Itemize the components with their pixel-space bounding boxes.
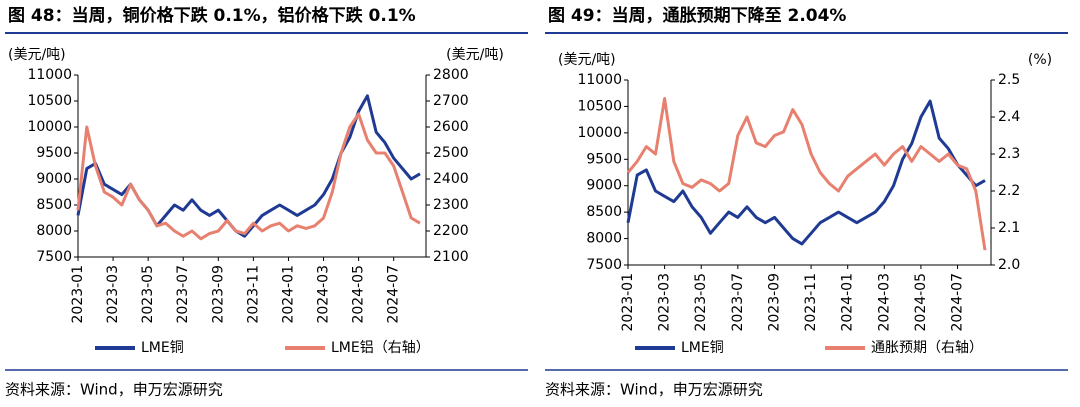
y-axis-label: (美元/吨) bbox=[8, 47, 66, 63]
y2-tick-label: 2600 bbox=[433, 119, 469, 135]
x-tick-label: 2023-11 bbox=[803, 273, 819, 332]
x-tick-label: 2023-03 bbox=[105, 265, 121, 324]
series-line bbox=[626, 99, 986, 246]
y2-tick-label: 2800 bbox=[433, 67, 469, 83]
chart-title: 图 49：当周，通胀预期下降至 2.04% bbox=[548, 5, 846, 26]
x-tick-label: 2024-05 bbox=[351, 265, 367, 324]
x-tick-label: 2024-07 bbox=[386, 265, 402, 324]
y2-tick-label: 2100 bbox=[433, 249, 469, 265]
y-tick-label: 8000 bbox=[36, 223, 72, 239]
y2-tick-label: 2700 bbox=[433, 93, 469, 109]
series-line bbox=[76, 112, 421, 241]
y-tick-label: 9500 bbox=[36, 145, 72, 161]
y2-tick-label: 2500 bbox=[433, 145, 469, 161]
chart-title: 图 48：当周，铜价格下跌 0.1%，铝价格下跌 0.1% bbox=[8, 5, 416, 26]
legend-label: 通胀预期（右轴） bbox=[871, 340, 983, 356]
y2-tick-label: 2.0 bbox=[998, 257, 1020, 273]
x-tick-label: 2023-01 bbox=[70, 265, 86, 324]
y-tick-label: 11000 bbox=[27, 67, 72, 83]
y-tick-label: 8500 bbox=[586, 204, 622, 220]
y2-tick-label: 2.1 bbox=[998, 220, 1020, 236]
y2-axis-label: (%) bbox=[1028, 52, 1052, 68]
source: 资料来源：Wind，申万宏源研究 bbox=[545, 381, 763, 399]
x-tick-label: 2024-05 bbox=[913, 273, 929, 332]
y2-tick-label: 2400 bbox=[433, 171, 469, 187]
series-line bbox=[76, 94, 421, 238]
legend-label: LME铜 bbox=[681, 340, 724, 356]
x-tick-label: 2023-09 bbox=[210, 265, 226, 324]
y-tick-label: 10000 bbox=[27, 119, 72, 135]
y-tick-label: 8000 bbox=[586, 231, 622, 247]
x-tick-label: 2024-01 bbox=[280, 265, 296, 324]
y-tick-label: 9000 bbox=[36, 171, 72, 187]
y-tick-label: 7500 bbox=[36, 249, 72, 265]
y-tick-label: 10000 bbox=[577, 125, 622, 141]
x-tick-label: 2024-03 bbox=[876, 273, 892, 332]
y2-tick-label: 2.4 bbox=[998, 109, 1020, 125]
y-tick-label: 8500 bbox=[36, 197, 72, 213]
source: 资料来源：Wind，申万宏源研究 bbox=[5, 381, 223, 399]
x-tick-label: 2024-01 bbox=[840, 273, 856, 332]
x-tick-label: 2023-09 bbox=[766, 273, 782, 332]
x-tick-label: 2024-03 bbox=[316, 265, 332, 324]
y-tick-label: 7500 bbox=[586, 257, 622, 273]
x-tick-label: 2023-03 bbox=[657, 273, 673, 332]
y2-tick-label: 2.2 bbox=[998, 183, 1020, 199]
y-tick-label: 9500 bbox=[586, 151, 622, 167]
x-tick-label: 2023-11 bbox=[245, 265, 261, 324]
y-tick-label: 9000 bbox=[586, 178, 622, 194]
x-tick-label: 2023-05 bbox=[693, 273, 709, 332]
legend-label: LME铜 bbox=[141, 340, 184, 356]
y-tick-label: 10500 bbox=[27, 93, 72, 109]
y-tick-label: 11000 bbox=[577, 72, 622, 88]
x-tick-label: 2023-01 bbox=[620, 273, 636, 332]
y2-axis-label: (美元/吨) bbox=[446, 47, 504, 63]
y2-tick-label: 2.3 bbox=[998, 146, 1020, 162]
series-line bbox=[626, 97, 987, 251]
x-tick-label: 2024-07 bbox=[950, 273, 966, 332]
x-tick-label: 2023-05 bbox=[140, 265, 156, 324]
y2-tick-label: 2200 bbox=[433, 223, 469, 239]
y-axis-label: (美元/吨) bbox=[558, 52, 616, 68]
x-tick-label: 2023-07 bbox=[730, 273, 746, 332]
x-tick-label: 2023-07 bbox=[175, 265, 191, 324]
y2-tick-label: 2300 bbox=[433, 197, 469, 213]
legend-label: LME铝（右轴） bbox=[331, 340, 430, 356]
y-tick-label: 10500 bbox=[577, 98, 622, 114]
y2-tick-label: 2.5 bbox=[998, 72, 1020, 88]
